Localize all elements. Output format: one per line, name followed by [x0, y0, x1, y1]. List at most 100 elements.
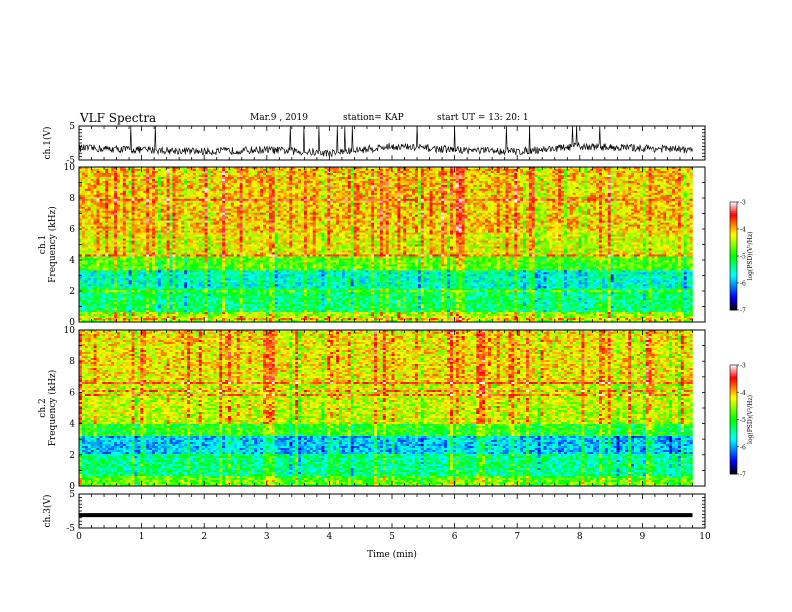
spectrogram-cell [532, 195, 535, 197]
spectrogram-cell [126, 187, 129, 189]
spectrogram-cell [202, 177, 205, 179]
spectrogram-cell [184, 189, 187, 191]
ch1-spectrogram [79, 167, 693, 322]
spectrogram-cell [208, 201, 211, 203]
spectrogram-cell [517, 185, 520, 187]
spectrogram-cell [643, 169, 646, 171]
spectrogram-cell [231, 181, 234, 183]
spectrogram-cell [529, 199, 532, 201]
spectrogram-cell [321, 181, 324, 183]
spectrogram-cell [362, 195, 365, 197]
spectrogram-cell [681, 181, 684, 183]
spectrogram-cell [351, 187, 354, 189]
spectrogram-cell [143, 181, 146, 183]
spectrogram-cell [625, 175, 628, 177]
spectrogram-cell [681, 177, 684, 179]
spectrogram-cell [468, 189, 471, 191]
spectrogram-cell [132, 205, 135, 207]
spectrogram-cell [225, 171, 228, 173]
spectrogram-cell [129, 211, 132, 213]
spectrogram-cell [646, 207, 649, 209]
spectrogram-cell [596, 193, 599, 195]
spectrogram-cell [135, 173, 138, 175]
spectrogram-cell [424, 205, 427, 207]
spectrogram-cell [511, 169, 514, 171]
spectrogram-cell [304, 199, 307, 201]
spectrogram-cell [684, 207, 687, 209]
spectrogram-cell [532, 171, 535, 173]
spectrogram-cell [345, 177, 348, 179]
spectrogram-cell [538, 207, 541, 209]
spectrogram-cell [561, 185, 564, 187]
spectrogram-cell [403, 185, 406, 187]
spectrogram-cell [97, 179, 100, 181]
spectrogram-cell [161, 183, 164, 185]
spectrogram-cell [424, 187, 427, 189]
spectrogram-cell [543, 203, 546, 205]
spectrogram-cell [149, 185, 152, 187]
spectrogram-cell [593, 203, 596, 205]
spectrogram-cell [269, 211, 272, 213]
spectrogram-cell [94, 183, 97, 185]
spectrogram-cell [465, 175, 468, 177]
spectrogram-cell [91, 171, 94, 173]
spectrogram-cell [459, 177, 462, 179]
spectrogram-cell [120, 189, 123, 191]
spectrogram-cell [497, 183, 500, 185]
spectrogram-cell [161, 201, 164, 203]
spectrogram-cell [254, 169, 257, 171]
spectrogram-cell [342, 175, 345, 177]
spectrogram-cell [94, 211, 97, 213]
spectrogram-cell [240, 201, 243, 203]
spectrogram-cell [295, 181, 298, 183]
spectrogram-cell [637, 175, 640, 177]
spectrogram-cell [497, 211, 500, 213]
spectrogram-cell [465, 199, 468, 201]
spectrogram-cell [234, 175, 237, 177]
spectrogram-cell [412, 195, 415, 197]
spectrogram-cell [137, 169, 140, 171]
spectrogram-cell [587, 197, 590, 199]
spectrogram-cell [479, 173, 482, 175]
spectrogram-cell [383, 197, 386, 199]
spectrogram-cell [432, 193, 435, 195]
spectrogram-cell [538, 183, 541, 185]
spectrogram-cell [543, 177, 546, 179]
spectrogram-cell [383, 203, 386, 205]
spectrogram-cell [117, 197, 120, 199]
spectrogram-cell [649, 211, 652, 213]
spectrogram-cell [690, 177, 693, 179]
spectrogram-cell [488, 191, 491, 193]
spectrogram-cell [579, 191, 582, 193]
spectrogram-cell [649, 177, 652, 179]
spectrogram-cell [123, 187, 126, 189]
spectrogram-cell [520, 195, 523, 197]
spectrogram-cell [310, 191, 313, 193]
spectrogram-cell [94, 203, 97, 205]
spectrogram-cell [175, 169, 178, 171]
spectrogram-cell [497, 205, 500, 207]
spectrogram-cell [164, 173, 167, 175]
spectrogram-cell [643, 183, 646, 185]
spectrogram-cell [573, 203, 576, 205]
spectrogram-cell [327, 201, 330, 203]
spectrogram-cell [403, 207, 406, 209]
spectrogram-cell [435, 199, 438, 201]
spectrogram-cell [251, 175, 254, 177]
spectrogram-cell [482, 175, 485, 177]
spectrogram-cell [283, 177, 286, 179]
spectrogram-cell [126, 185, 129, 187]
spectrogram-cell [333, 189, 336, 191]
spectrogram-cell [94, 171, 97, 173]
spectrogram-cell [666, 179, 669, 181]
spectrogram-cell [94, 213, 97, 215]
spectrogram-cell [289, 197, 292, 199]
spectrogram-cell [690, 187, 693, 189]
spectrogram-cell [655, 189, 658, 191]
spectrogram-cell [117, 183, 120, 185]
spectrogram-cell [94, 177, 97, 179]
spectrogram-cell [406, 209, 409, 211]
spectrogram-cell [88, 205, 91, 207]
spectrogram-cell [666, 201, 669, 203]
spectrogram-cell [535, 201, 538, 203]
